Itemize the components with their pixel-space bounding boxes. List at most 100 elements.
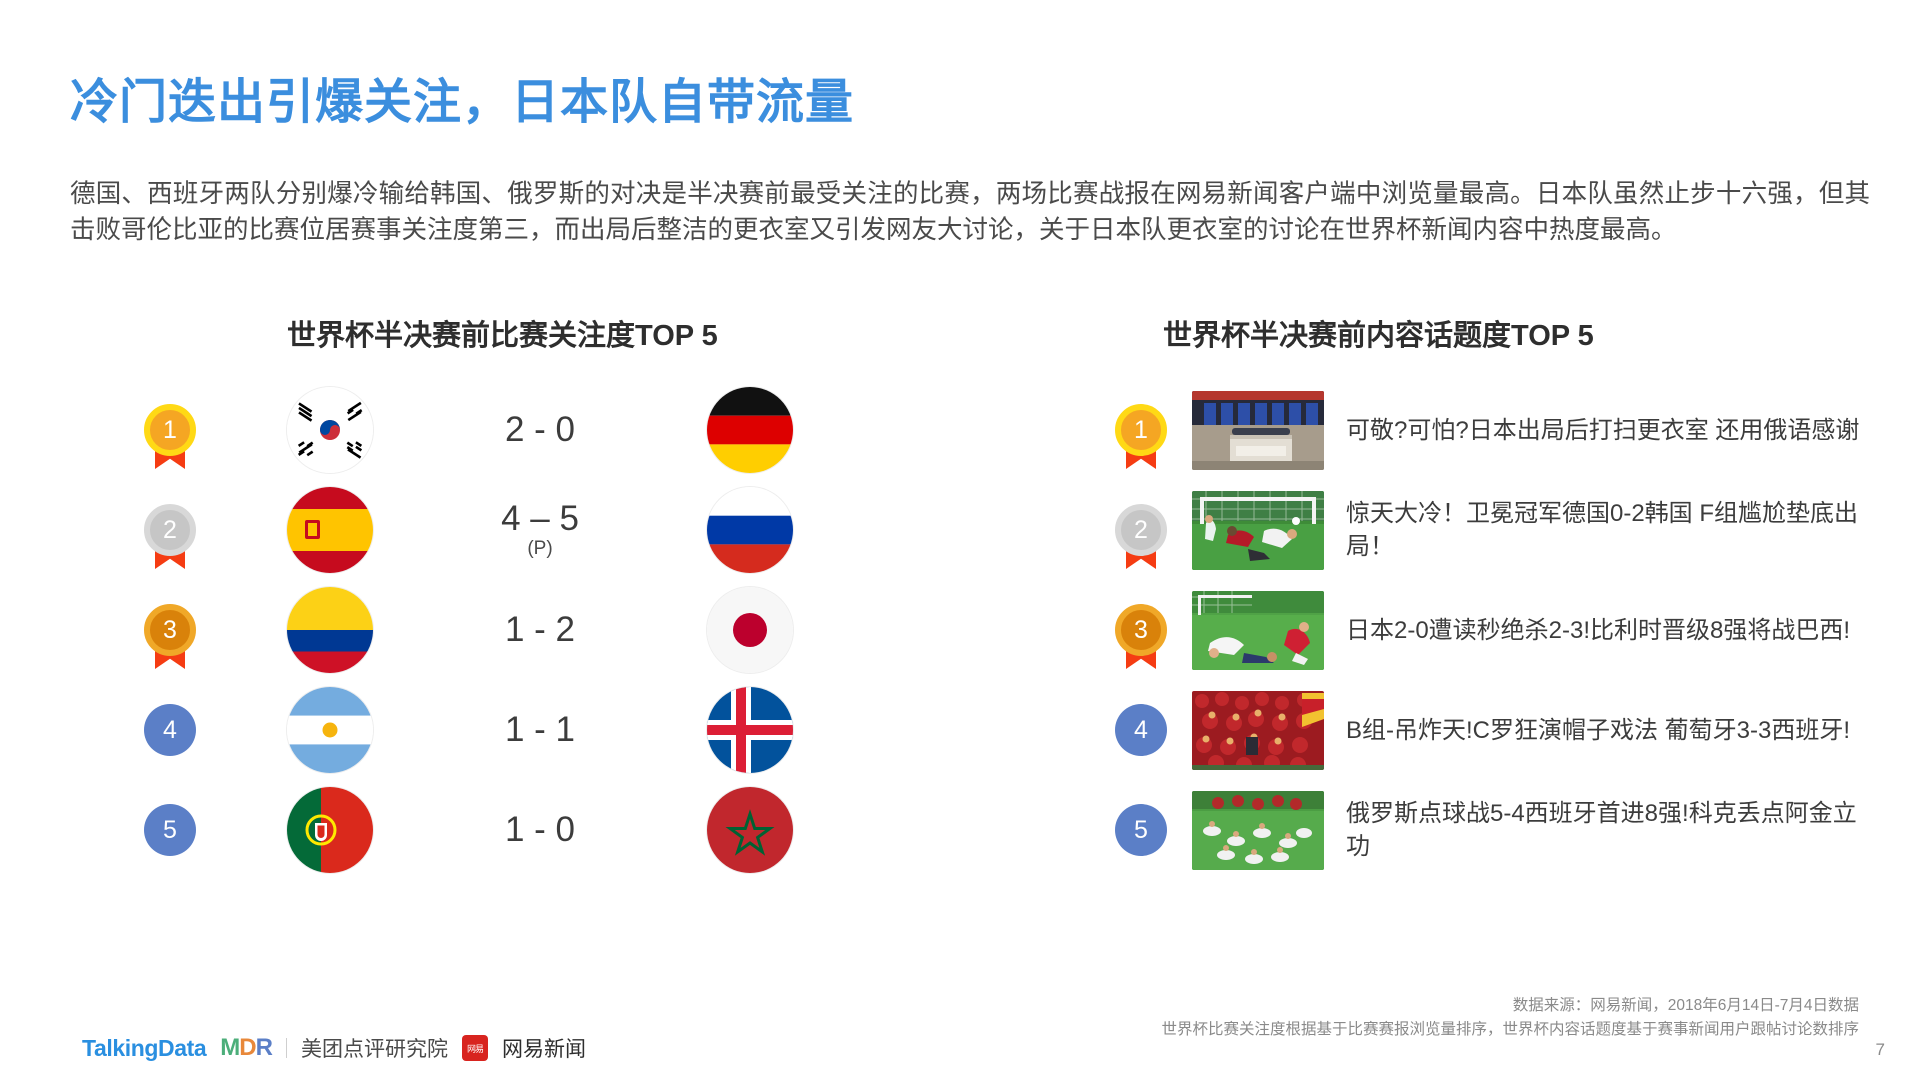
list-item: 5: [1090, 780, 1890, 880]
logo-divider: [285, 1038, 287, 1058]
list-item: 3 日本2-0遭读秒绝杀2-3!比利时晋级8强: [1090, 580, 1890, 680]
home-team-flag-cell: [230, 687, 430, 773]
thumbnail-japan-belgium-photo[interactable]: [1192, 590, 1324, 670]
medal-badge-bronze: 3: [144, 604, 196, 669]
netease-news-label: 网易新闻: [501, 1038, 586, 1061]
away-team-flag-cell: [650, 687, 850, 773]
score-cell: 1 - 1: [430, 709, 650, 749]
footnote: 数据来源：网易新闻，2018年6月14日-7月4日数据 世界杯比赛关注度根据基于…: [1161, 994, 1859, 1042]
flag-argentina-icon: [287, 687, 373, 773]
score-note: (P): [527, 538, 553, 560]
rank-badge-plain: 4: [1115, 704, 1167, 756]
meituan-research-label: 美团点评研究院: [300, 1038, 448, 1061]
table-row: 5 1 - 0: [110, 780, 850, 880]
mdr-logo-m: M: [220, 1034, 240, 1061]
rank-number: 5: [163, 815, 177, 844]
rank-cell: 1: [1090, 404, 1192, 469]
score-value: 4 – 5: [501, 498, 579, 538]
footnote-source: 数据来源：网易新闻，2018年6月14日-7月4日数据: [1512, 997, 1859, 1014]
topic-headline[interactable]: 俄罗斯点球战5-4西班牙首进8强!科克丢点阿金立功: [1346, 800, 1857, 860]
rank-number: 3: [1115, 604, 1167, 656]
thumbnail-russia-celebration-photo[interactable]: [1192, 790, 1324, 870]
talkingdata-logo: TalkingData: [82, 1034, 207, 1061]
rank-badge-plain: 5: [144, 804, 196, 856]
topic-headline[interactable]: 可敬?可怕?日本出局后打扫更衣室 还用俄语感谢: [1346, 416, 1860, 444]
mdr-logo-r: R: [255, 1034, 273, 1061]
medal-badge-silver: 2: [1115, 504, 1167, 569]
score-value: 2 - 0: [504, 409, 576, 449]
table-row: 2 4 – 5 (P): [110, 480, 850, 580]
rank-number: 4: [163, 715, 177, 744]
rank-cell: 3: [1090, 604, 1192, 669]
score-value: 1 - 1: [504, 709, 576, 749]
flag-spain-icon: [287, 487, 373, 573]
rank-cell: 3: [110, 604, 230, 669]
flag-korea-republic-icon: [287, 387, 373, 473]
rank-number: 4: [1134, 715, 1148, 744]
thumbnail-korea-goal-photo[interactable]: [1192, 490, 1324, 570]
rank-cell: 4: [110, 704, 230, 756]
flag-portugal-icon: [287, 787, 373, 873]
intro-paragraph: 德国、西班牙两队分别爆冷输给韩国、俄罗斯的对决是半决赛前最受关注的比赛，两场比赛…: [70, 180, 1870, 244]
medal-badge-gold: 1: [1115, 404, 1167, 469]
left-section-title: 世界杯半决赛前比赛关注度TOP 5: [287, 320, 718, 352]
score-cell: 4 – 5 (P): [430, 498, 650, 560]
medal-badge-bronze: 3: [1115, 604, 1167, 669]
mdr-logo-d: D: [239, 1034, 256, 1061]
score-value: 1 - 2: [504, 609, 576, 649]
score-cell: 2 - 0: [430, 409, 650, 449]
rank-number: 2: [1115, 504, 1167, 556]
table-row: 1: [110, 380, 850, 480]
away-team-flag-cell: [650, 587, 850, 673]
page-title: 冷门迭出引爆关注，日本队自带流量: [70, 76, 855, 129]
rank-number: 1: [144, 404, 196, 456]
flag-germany-icon: [707, 387, 793, 473]
score-cell: 1 - 0: [430, 809, 650, 849]
rank-number: 3: [144, 604, 196, 656]
rank-cell: 1: [110, 404, 230, 469]
list-item: 4: [1090, 680, 1890, 780]
thumbnail-spain-fans-photo[interactable]: [1192, 690, 1324, 770]
rank-cell: 5: [110, 804, 230, 856]
logo-bar: TalkingData MDR 美团点评研究院 网易 网易新闻: [82, 1033, 586, 1063]
medal-badge-gold: 1: [144, 404, 196, 469]
away-team-flag-cell: [650, 387, 850, 473]
score-value: 1 - 0: [504, 809, 576, 849]
rank-number: 5: [1134, 815, 1148, 844]
home-team-flag-cell: [230, 787, 430, 873]
score-cell: 1 - 2: [430, 609, 650, 649]
topic-headline[interactable]: 惊天大冷！卫冕冠军德国0-2韩国 F组尴尬垫底出局！: [1346, 500, 1859, 560]
flag-colombia-icon: [287, 587, 373, 673]
rank-cell: 4: [1090, 704, 1192, 756]
topic-popularity-list: 1 可敬?可怕?日本出局后打扫更衣: [1090, 380, 1890, 880]
table-row: 4 1 - 1: [110, 680, 850, 780]
netease-logo-mark: 网易: [461, 1035, 488, 1061]
table-row: 3 1 - 2: [110, 580, 850, 680]
away-team-flag-cell: [650, 787, 850, 873]
flag-morocco-icon: [707, 787, 793, 873]
topic-headline[interactable]: B组-吊炸天!C罗狂演帽子戏法 葡萄牙3-3西班牙!: [1346, 716, 1851, 744]
rank-cell: 2: [110, 504, 230, 569]
flag-iceland-icon: [707, 687, 793, 773]
rank-badge-plain: 4: [144, 704, 196, 756]
topic-headline[interactable]: 日本2-0遭读秒绝杀2-3!比利时晋级8强将战巴西!: [1346, 616, 1851, 644]
right-section-title: 世界杯半决赛前内容话题度TOP 5: [1163, 320, 1594, 352]
home-team-flag-cell: [230, 487, 430, 573]
flag-japan-icon: [707, 587, 793, 673]
thumbnail-locker-room-photo[interactable]: [1192, 390, 1324, 470]
rank-cell: 2: [1090, 504, 1192, 569]
home-team-flag-cell: [230, 387, 430, 473]
list-item: 1 可敬?可怕?日本出局后打扫更衣: [1090, 380, 1890, 480]
flag-russia-icon: [707, 487, 793, 573]
away-team-flag-cell: [650, 487, 850, 573]
page-number: 7: [1875, 1040, 1885, 1059]
list-item: 2: [1090, 480, 1890, 580]
medal-badge-silver: 2: [144, 504, 196, 569]
rank-badge-plain: 5: [1115, 804, 1167, 856]
rank-number: 1: [1115, 404, 1167, 456]
match-attention-list: 1: [110, 380, 850, 880]
rank-cell: 5: [1090, 804, 1192, 856]
footnote-method: 世界杯比赛关注度根据基于比赛赛报浏览量排序，世界杯内容话题度基于赛事新闻用户跟帖…: [1161, 1021, 1859, 1038]
home-team-flag-cell: [230, 587, 430, 673]
mdr-logo: MDR: [220, 1034, 273, 1062]
